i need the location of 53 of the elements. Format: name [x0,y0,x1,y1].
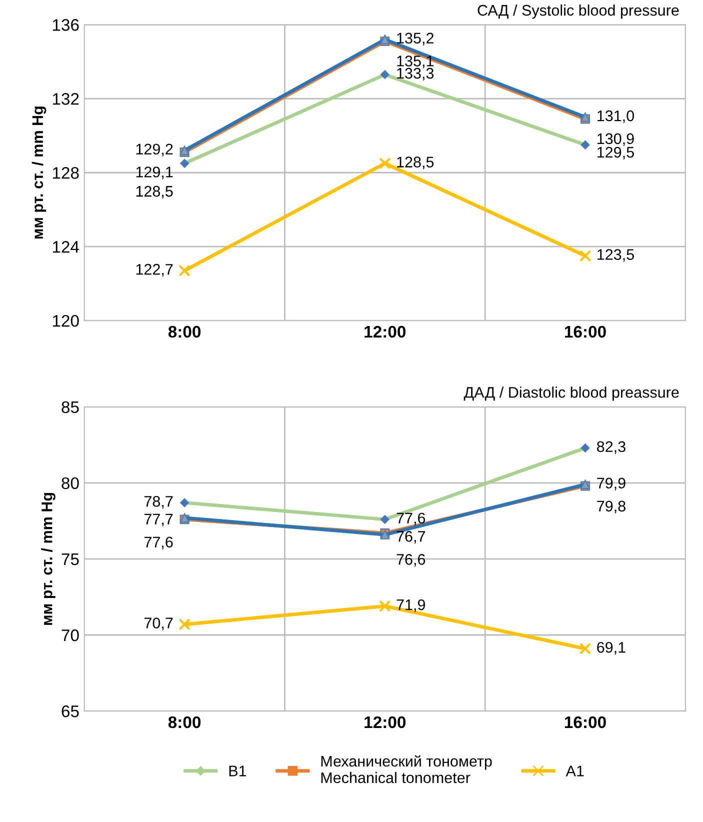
x-tick-label: 12:00 [364,326,406,338]
y-tick-label: 70 [62,629,79,642]
y-tick-label: 132 [52,93,79,105]
data-label: 129,2 [136,144,173,156]
y-tick-label: 120 [52,314,79,327]
data-label: 128,5 [397,156,434,170]
point [178,618,190,630]
y-axis-title: мм рт. ст. / mm Hg [32,106,46,239]
y-tick-label: 124 [52,241,80,253]
point [378,157,391,170]
data-label: 82,3 [597,441,626,454]
data-label: 129,1 [136,166,173,180]
y-tick-label: 128 [52,167,79,179]
point [579,642,592,655]
x-tick-label: 8:00 [168,326,201,338]
data-label: 133,3 [397,68,434,80]
data-label: 128,5 [136,186,173,199]
y-tick-label: 85 [62,401,79,414]
data-label: 70,7 [144,618,173,630]
data-label: 77,6 [396,512,426,526]
chart-title: ДАД / Diastolic blood preassure [464,386,679,401]
x-tick-label: 12:00 [364,716,406,728]
point [378,600,391,612]
y-tick-label: 65 [62,705,79,718]
point [579,250,592,262]
x-tick-label: 16:00 [564,326,606,338]
data-label: 79,8 [597,500,626,514]
y-axis-title: мм рт. ст. / mm Hg [41,492,56,625]
data-label: 78,7 [144,496,173,509]
data-label: 76,6 [396,554,426,567]
y-tick-label: 80 [62,477,79,490]
legend-label: B1 [229,766,246,776]
data-label: 77,6 [144,536,173,550]
data-label: 135,2 [397,32,434,46]
chart-title: САД / Systolic blood pressure [478,4,679,19]
point [178,264,190,277]
data-label: 71,9 [396,599,426,612]
data-label: 122,7 [136,264,173,277]
data-label: 76,7 [396,530,425,544]
y-tick-label: 136 [52,19,79,31]
data-label: 69,1 [597,642,626,655]
data-label: 135,1 [397,56,434,68]
data-label: 129,5 [598,146,634,160]
y-tick-label: 75 [62,554,79,566]
legend-label: Механический тонометр Mechanical tonometer [321,755,492,784]
data-label: 79,9 [597,478,626,490]
data-label: 131,0 [598,110,634,124]
data-label: 130,9 [598,133,634,146]
data-label: 123,5 [598,249,634,262]
x-tick-label: 8:00 [168,716,201,728]
legend-label: A1 [566,766,584,776]
data-label: 77,7 [144,514,173,526]
x-tick-label: 16:00 [564,716,606,728]
